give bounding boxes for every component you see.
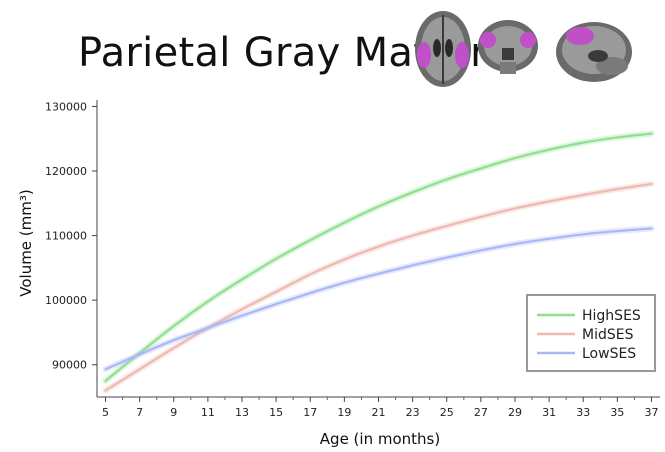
series-line-midses xyxy=(104,182,653,392)
x-tick-label: 29 xyxy=(508,406,522,419)
legend-label-midses: MidSES xyxy=(582,327,634,343)
x-axis-ticks: 5 7 9 11 13 15 17 19 21 23 25 27 29 31 33 35 37 xyxy=(102,397,658,419)
x-tick-label: 33 xyxy=(576,406,590,419)
legend-box xyxy=(526,294,656,372)
y-tick-label: 120000 xyxy=(45,165,87,178)
x-tick-label: 13 xyxy=(235,406,249,419)
series-line-lowses xyxy=(104,227,653,371)
x-tick-label: 37 xyxy=(644,406,658,419)
x-tick-label: 25 xyxy=(440,406,454,419)
x-axis-label: Age (in months) xyxy=(320,430,440,448)
x-tick-label: 15 xyxy=(269,406,283,419)
brain-scan-images xyxy=(415,11,632,87)
brain-axial-slice xyxy=(415,11,471,87)
x-tick-label: 31 xyxy=(542,406,556,419)
brain-sagittal-slice xyxy=(556,22,632,82)
brain-coronal-slice xyxy=(478,20,538,74)
x-tick-label: 27 xyxy=(474,406,488,419)
legend: HighSES MidSES LowSES xyxy=(526,294,656,372)
x-tick-label: 35 xyxy=(610,406,624,419)
x-tick-label: 11 xyxy=(201,406,215,419)
x-tick-label: 19 xyxy=(337,406,351,419)
x-tick-label: 7 xyxy=(136,406,143,419)
x-tick-label: 17 xyxy=(303,406,317,419)
y-tick-label: 110000 xyxy=(45,230,87,243)
y-tick-label: 130000 xyxy=(45,100,87,113)
legend-label-highses: HighSES xyxy=(582,308,641,324)
x-tick-label: 21 xyxy=(372,406,386,419)
y-axis-ticks: 90000 100000 110000 120000 130000 xyxy=(45,100,97,372)
y-tick-label: 100000 xyxy=(45,294,87,307)
series-lines xyxy=(102,130,655,394)
x-tick-label: 5 xyxy=(102,406,109,419)
y-axis-label: Volume (mm³) xyxy=(17,189,35,297)
x-tick-label: 9 xyxy=(170,406,177,419)
legend-label-lowses: LowSES xyxy=(582,346,636,362)
x-tick-label: 23 xyxy=(406,406,420,419)
series-line-highses xyxy=(104,132,653,382)
y-tick-label: 90000 xyxy=(52,359,87,372)
